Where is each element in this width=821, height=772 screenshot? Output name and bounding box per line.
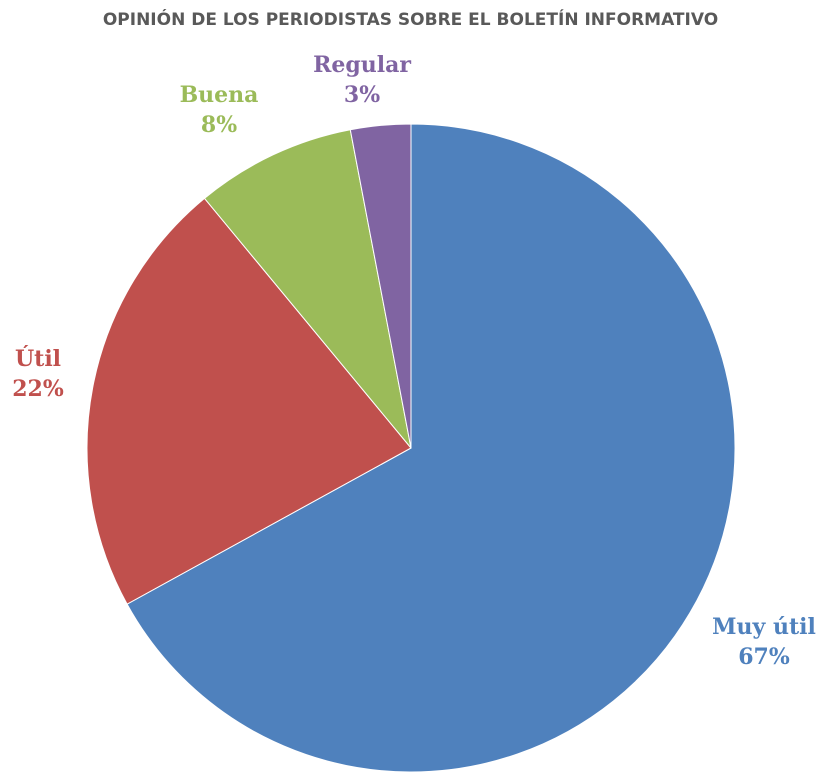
data-label-util: Útil 22% — [12, 345, 64, 402]
data-label-value: 8% — [201, 112, 237, 138]
data-label-regular: Regular 3% — [313, 52, 411, 108]
data-label-value: 22% — [12, 376, 64, 402]
data-label-category: Buena — [180, 82, 259, 108]
data-label-muy-util: Muy útil 67% — [712, 614, 816, 670]
pie-slices — [87, 124, 735, 772]
data-label-category: Muy útil — [712, 614, 816, 640]
data-label-category: Regular — [313, 52, 411, 78]
data-label-buena: Buena 8% — [180, 82, 259, 138]
data-label-category: Útil — [15, 345, 61, 372]
data-label-value: 3% — [344, 82, 380, 108]
data-label-value: 67% — [738, 644, 790, 670]
